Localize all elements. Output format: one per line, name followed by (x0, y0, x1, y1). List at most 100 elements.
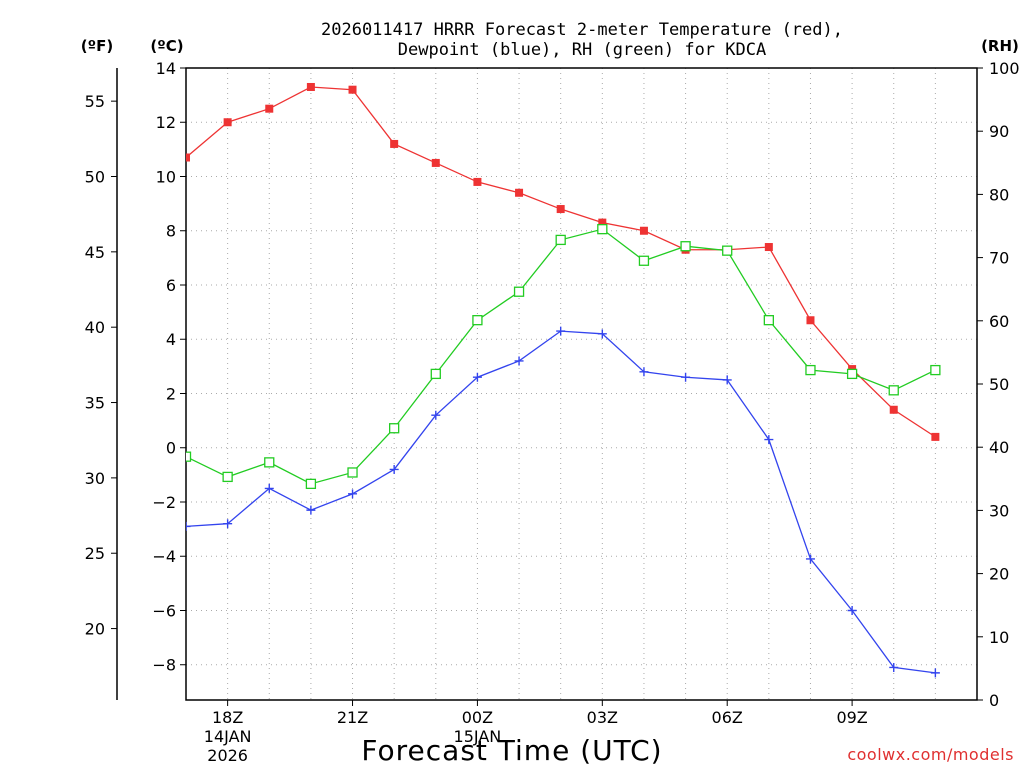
fahrenheit-unit-label: (ºF) (81, 37, 113, 55)
dewpoint-point (223, 519, 233, 529)
series-line-dewpoint (186, 330, 936, 674)
fahrenheit-tick-label: 30 (85, 469, 105, 488)
rh-point (846, 368, 858, 380)
fahrenheit-tick-label: 25 (85, 544, 105, 563)
rh-tick-label: 30 (989, 501, 1009, 520)
rh-point (805, 364, 816, 376)
rh-point (722, 245, 733, 256)
dewpoint-point (681, 372, 691, 382)
data-series (186, 82, 941, 678)
dewpoint-point (514, 356, 524, 366)
grid-lines (186, 68, 977, 700)
celsius-tick-label: 12 (156, 113, 176, 132)
x-tick-label: 06Z (712, 708, 743, 727)
fahrenheit-tick-label: 50 (85, 167, 105, 186)
x-tick-date: 14JAN (204, 727, 252, 746)
fahrenheit-tick-label: 55 (85, 92, 105, 111)
dewpoint-point (930, 668, 940, 678)
plot-frame (185, 67, 978, 701)
rh-point (888, 385, 899, 396)
temperature-point (473, 177, 482, 186)
celsius-tick-label: 4 (166, 330, 176, 349)
dewpoint-point (431, 410, 441, 420)
temperature-point (889, 405, 898, 414)
series-dewpoint (186, 326, 940, 678)
rh-tick-label: 40 (989, 438, 1009, 457)
series-line-rh (186, 228, 936, 485)
temperature-point (639, 226, 648, 235)
series-temperature (186, 82, 940, 441)
celsius-tick-label: 10 (156, 167, 176, 186)
temperature-point (556, 205, 565, 214)
temperature-point (348, 85, 357, 94)
dewpoint-point (639, 367, 649, 377)
temperature-point (931, 432, 940, 441)
celsius-tick-label: 0 (166, 439, 176, 458)
dewpoint-point (597, 329, 607, 339)
axes: −8 −6 −4 −2 0 2 4 6 8 10 12 14 20 25 30 35 40 45 50 55 0 10 20… (85, 59, 1020, 765)
x-tick-year: 2026 (207, 746, 248, 765)
x-tick-label: 21Z (337, 708, 368, 727)
series-line-temperature (186, 86, 936, 438)
celsius-tick-label: −8 (152, 656, 176, 675)
chart-title-line-2: Dewpoint (blue), RH (green) for KDCA (398, 40, 766, 60)
dewpoint-point (264, 483, 274, 493)
rh-point (763, 315, 774, 326)
temperature-point (306, 82, 315, 91)
rh-point (389, 423, 400, 434)
celsius-unit-label: (ºC) (150, 37, 183, 55)
temperature-point (764, 243, 773, 252)
rh-tick-label: 0 (989, 691, 999, 710)
rh-point (430, 368, 441, 380)
x-axis-title: Forecast Time (UTC) (361, 734, 662, 767)
celsius-tick-label: −4 (152, 547, 176, 566)
x-tick-label: 18Z (212, 708, 243, 727)
rh-unit-label: (RH) (981, 37, 1019, 55)
rh-tick-label: 70 (989, 249, 1009, 268)
dewpoint-point (764, 435, 774, 445)
rh-point (305, 478, 317, 490)
rh-point (264, 457, 275, 468)
dewpoint-point (722, 375, 732, 385)
celsius-tick-label: −6 (152, 601, 176, 620)
rh-point (222, 471, 233, 483)
celsius-tick-label: 14 (156, 59, 176, 78)
watermark-text: coolwx.com/models (847, 745, 1014, 764)
temperature-point (806, 316, 815, 325)
series-rh (186, 224, 941, 490)
rh-tick-label: 50 (989, 375, 1009, 394)
rh-tick-label: 90 (989, 122, 1009, 141)
fahrenheit-tick-label: 40 (85, 318, 105, 337)
rh-point (186, 451, 192, 462)
temperature-point (598, 218, 607, 227)
rh-point (638, 255, 650, 266)
temperature-point (431, 158, 440, 167)
dewpoint-point (186, 521, 191, 531)
temperature-point (515, 188, 524, 197)
dewpoint-point (472, 372, 482, 382)
celsius-tick-label: 6 (166, 276, 176, 295)
rh-point (513, 286, 525, 297)
x-tick-label: 00Z (462, 708, 493, 727)
celsius-tick-label: −2 (152, 493, 176, 512)
rh-point (930, 364, 941, 376)
temperature-point (223, 118, 232, 127)
celsius-tick-label: 8 (166, 222, 176, 241)
dewpoint-point (306, 505, 316, 515)
rh-tick-label: 80 (989, 185, 1009, 204)
fahrenheit-tick-label: 20 (85, 620, 105, 639)
x-tick-label: 03Z (587, 708, 618, 727)
x-tick-label: 09Z (836, 708, 867, 727)
dewpoint-point (389, 464, 399, 474)
rh-point (472, 315, 483, 326)
chart-title-line-1: 2026011417 HRRR Forecast 2-meter Tempera… (321, 20, 843, 40)
rh-point (680, 241, 691, 252)
rh-point (347, 467, 358, 478)
temperature-point (186, 153, 190, 162)
x-tick-date: 15JAN (454, 727, 502, 746)
rh-point (555, 234, 566, 246)
dewpoint-point (556, 326, 566, 336)
rh-tick-label: 20 (989, 565, 1009, 584)
fahrenheit-tick-label: 35 (85, 394, 105, 413)
